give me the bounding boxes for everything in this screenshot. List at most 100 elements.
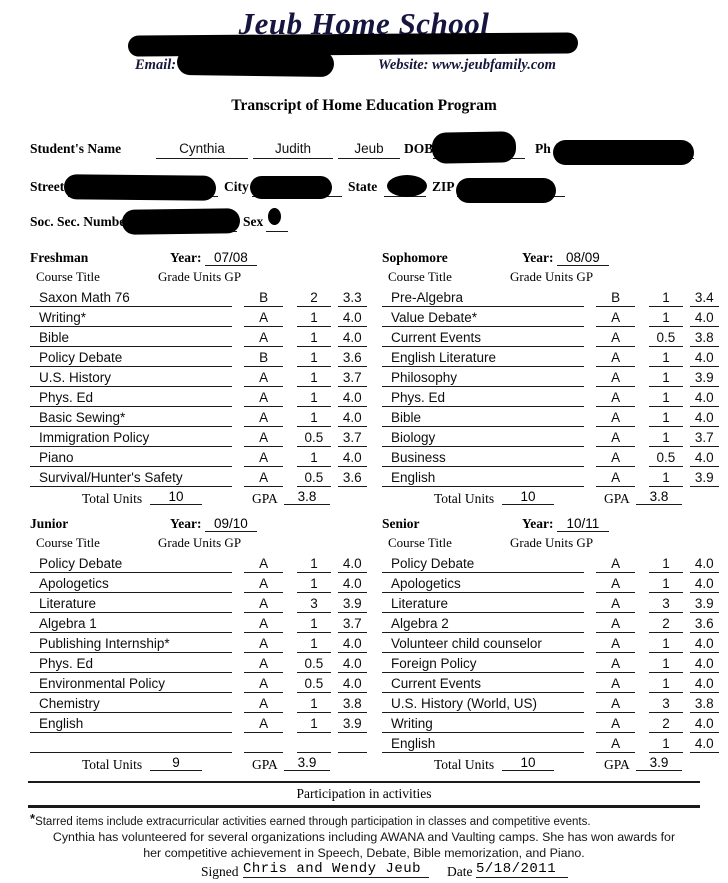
course-row: Pre-Algebra B 1 3.4 (382, 287, 720, 307)
course-title-cell: Apologetics (382, 575, 585, 593)
year-value: 10/11 (556, 516, 609, 532)
year-label: Year: 07/08 (170, 250, 257, 266)
year-value: 07/08 (204, 250, 257, 266)
city-redaction (250, 176, 332, 199)
gp-cell: 4.0 (337, 389, 368, 407)
course-title-cell: English (30, 715, 233, 733)
course-row: Bible A 1 4.0 (30, 327, 368, 347)
course-row: English A 1 4.0 (382, 733, 720, 753)
course-row: Phys. Ed A 1 4.0 (30, 387, 368, 407)
course-row: Apologetics A 1 4.0 (382, 573, 720, 593)
course-title-cell: Volunteer child counselor (382, 635, 585, 653)
units-cell: 1 (297, 329, 331, 347)
gp-cell: 4.0 (689, 409, 720, 427)
gpa-value: 3.9 (636, 755, 682, 771)
grade-cell: A (596, 675, 636, 693)
semester-block-sophomore: Sophomore Year: 08/09 Course Title Grade… (382, 250, 720, 510)
date-label: Date (447, 864, 473, 879)
course-title-cell: Biology (382, 429, 585, 447)
gpa-value: 3.8 (636, 489, 682, 505)
course-title-cell: Policy Debate (382, 555, 585, 573)
grade-cell: A (244, 715, 284, 733)
year-label: Year: 10/11 (522, 516, 609, 532)
gp-cell: 3.7 (337, 369, 368, 387)
course-row: Phys. Ed A 0.5 4.0 (30, 653, 368, 673)
email-redaction (176, 48, 335, 78)
course-row: Algebra 1 A 1 3.7 (30, 613, 368, 633)
state-label: State (348, 179, 378, 194)
gp-cell: 4.0 (337, 555, 368, 573)
units-cell: 1 (297, 555, 331, 573)
total-units-value: 10 (150, 489, 202, 505)
grade-units-gp-header: Grade Units GP (510, 535, 594, 550)
gp-cell: 4.0 (689, 309, 720, 327)
grade-cell: A (244, 389, 284, 407)
sex-label: Sex (243, 214, 264, 229)
course-title-cell: Writing* (30, 309, 233, 327)
zip-redaction (456, 178, 556, 203)
gp-cell: 3.7 (689, 429, 720, 447)
course-row: U.S. History (World, US) A 3 3.8 (382, 693, 720, 713)
student-middle-name-field: Judith (253, 141, 333, 159)
sex-field (266, 214, 288, 232)
gpa-value: 3.8 (284, 489, 330, 505)
dob-redaction (431, 131, 517, 164)
year-label: Year: 09/10 (170, 516, 257, 532)
course-title-cell: Foreign Policy (382, 655, 585, 673)
grade-cell: B (244, 289, 284, 307)
course-title-cell: English Literature (382, 349, 585, 367)
grade-cell: A (596, 449, 636, 467)
activities-paragraph: Cynthia has volunteered for several orga… (52, 830, 676, 860)
course-rows: Pre-Algebra B 1 3.4 Value Debate* A 1 4.… (382, 287, 720, 487)
course-title-cell: Literature (30, 595, 233, 613)
document-title: Transcript of Home Education Program (231, 97, 497, 114)
course-title-cell: Policy Debate (30, 555, 233, 573)
gp-cell: 3.3 (337, 289, 368, 307)
course-row: Current Events A 0.5 3.8 (382, 327, 720, 347)
semester-block-junior: Junior Year: 09/10 Course Title Grade Un… (30, 516, 368, 776)
course-row: Policy Debate A 1 4.0 (382, 553, 720, 573)
units-cell: 0.5 (297, 469, 331, 487)
units-cell: 1 (649, 289, 683, 307)
grade-cell: A (244, 369, 284, 387)
grade-cell: A (596, 735, 636, 753)
units-cell (297, 752, 331, 753)
semester-block-senior: Senior Year: 10/11 Course Title Grade Un… (382, 516, 720, 776)
grade-cell: A (596, 595, 636, 613)
units-cell: 3 (649, 595, 683, 613)
course-title-cell: Current Events (382, 329, 585, 347)
units-cell: 0.5 (649, 449, 683, 467)
year-value: 09/10 (204, 516, 257, 532)
grade-cell: A (596, 555, 636, 573)
course-title-cell: Apologetics (30, 575, 233, 593)
gp-cell: 4.0 (337, 575, 368, 593)
course-rows: Saxon Math 76 B 2 3.3 Writing* A 1 4.0 B… (30, 287, 368, 487)
year-value: 08/09 (556, 250, 609, 266)
units-cell: 2 (649, 615, 683, 633)
units-cell: 1 (649, 349, 683, 367)
gp-cell: 3.8 (337, 695, 368, 713)
grade-cell: A (244, 695, 284, 713)
grade-cell: A (596, 715, 636, 733)
dob-label: DOB (404, 141, 434, 156)
gp-cell: 4.0 (337, 675, 368, 693)
total-units-label: Total Units (434, 491, 495, 506)
gp-cell: 4.0 (689, 675, 720, 693)
course-title-header: Course Title (388, 269, 452, 284)
units-cell: 1 (649, 555, 683, 573)
gpa-label: GPA (604, 757, 630, 772)
total-units-value: 10 (502, 755, 554, 771)
gpa-label: GPA (252, 491, 278, 506)
gp-cell: 3.4 (689, 289, 720, 307)
street-redaction (63, 174, 217, 201)
units-cell: 1 (649, 635, 683, 653)
gp-cell: 4.0 (689, 635, 720, 653)
gpa-label: GPA (252, 757, 278, 772)
grade-cell: A (596, 389, 636, 407)
grade-cell: A (244, 309, 284, 327)
grade-cell: A (244, 615, 284, 633)
course-title-header: Course Title (388, 535, 452, 550)
units-cell: 0.5 (649, 329, 683, 347)
year-label: Year: 08/09 (522, 250, 609, 266)
units-cell: 1 (297, 575, 331, 593)
